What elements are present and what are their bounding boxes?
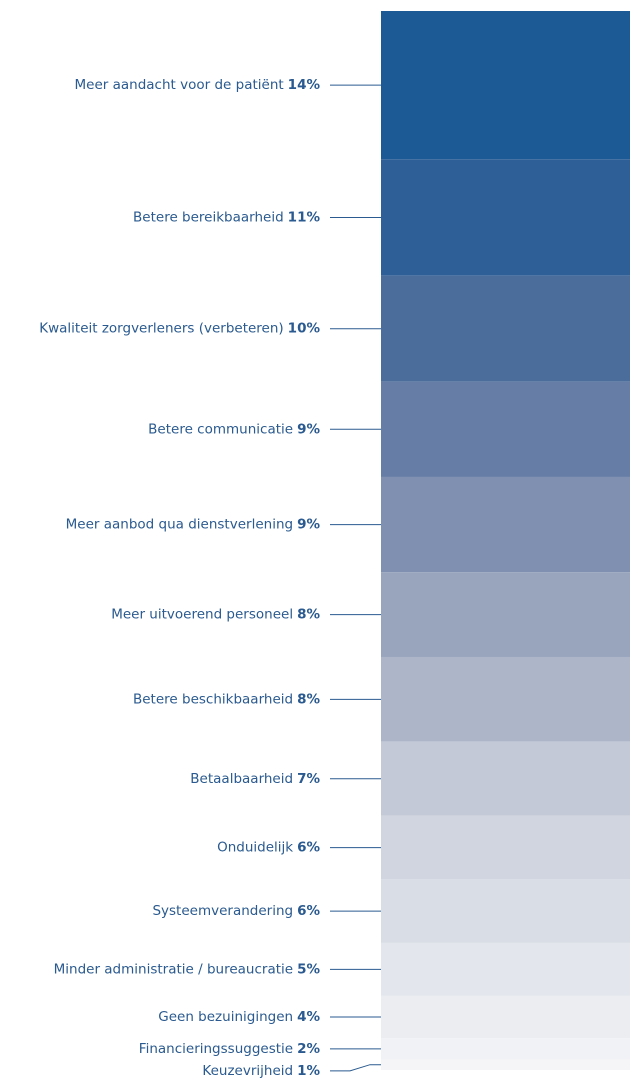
category-label: Betaalbaarheid xyxy=(190,771,293,787)
category-label: Minder administratie / bureaucratie xyxy=(54,961,293,977)
segment xyxy=(381,942,630,996)
value-label: 8% xyxy=(297,691,320,707)
segment xyxy=(381,381,630,477)
segment xyxy=(381,572,630,657)
segment-label: Betaalbaarheid 7% xyxy=(190,771,320,787)
segment xyxy=(381,741,630,816)
segment xyxy=(381,275,630,382)
value-label: 10% xyxy=(288,321,321,337)
segment xyxy=(381,1059,630,1070)
segment-label: Onduidelijk 6% xyxy=(217,840,320,856)
segment-label: Kwaliteit zorgverleners (verbeteren) 10% xyxy=(39,321,320,337)
value-label: 4% xyxy=(297,1009,320,1025)
category-label: Onduidelijk xyxy=(217,840,293,856)
segment-label: Betere communicatie 9% xyxy=(148,421,320,437)
value-label: 14% xyxy=(288,77,321,93)
value-label: 5% xyxy=(297,961,320,977)
segment-label: Systeemverandering 6% xyxy=(152,903,320,919)
segment xyxy=(381,995,630,1039)
category-label: Betere bereikbaarheid xyxy=(133,210,284,226)
segment-label: Betere beschikbaarheid 8% xyxy=(133,691,320,707)
segment-label: Financieringssuggestie 2% xyxy=(139,1041,321,1057)
value-label: 8% xyxy=(297,607,320,623)
segment-label: Keuzevrijheid 1% xyxy=(202,1063,320,1079)
category-label: Meer uitvoerend personeel xyxy=(111,607,293,623)
value-label: 7% xyxy=(297,771,320,787)
value-label: 11% xyxy=(288,210,321,226)
segment xyxy=(381,815,630,880)
segment-label: Meer aanbod qua dienstverlening 9% xyxy=(66,517,321,533)
category-label: Betere communicatie xyxy=(148,421,293,437)
segment-label: Meer aandacht voor de patiënt 14% xyxy=(75,77,321,93)
value-label: 6% xyxy=(297,903,320,919)
segment-label: Meer uitvoerend personeel 8% xyxy=(111,607,320,623)
category-label: Financieringssuggestie xyxy=(139,1041,293,1057)
segment xyxy=(381,656,630,742)
segment-label: Geen bezuinigingen 4% xyxy=(158,1009,320,1025)
value-label: 6% xyxy=(297,840,320,856)
segment xyxy=(381,476,630,573)
category-label: Kwaliteit zorgverleners (verbeteren) xyxy=(39,321,283,337)
segment-label: Minder administratie / bureaucratie 5% xyxy=(54,961,321,977)
category-label: Betere beschikbaarheid xyxy=(133,691,293,707)
category-label: Systeemverandering xyxy=(152,903,293,919)
category-label: Keuzevrijheid xyxy=(202,1063,293,1079)
segment xyxy=(381,11,630,160)
segment xyxy=(381,879,630,943)
leader-line xyxy=(330,1064,381,1072)
category-label: Meer aandacht voor de patiënt xyxy=(75,77,284,93)
segment xyxy=(381,159,630,276)
value-label: 2% xyxy=(297,1041,320,1057)
segment-label: Betere bereikbaarheid 11% xyxy=(133,210,320,226)
value-label: 9% xyxy=(297,517,320,533)
category-label: Meer aanbod qua dienstverlening xyxy=(66,517,293,533)
value-label: 1% xyxy=(297,1063,320,1079)
category-label: Geen bezuinigingen xyxy=(158,1009,293,1025)
value-label: 9% xyxy=(297,421,320,437)
segment xyxy=(381,1038,630,1060)
